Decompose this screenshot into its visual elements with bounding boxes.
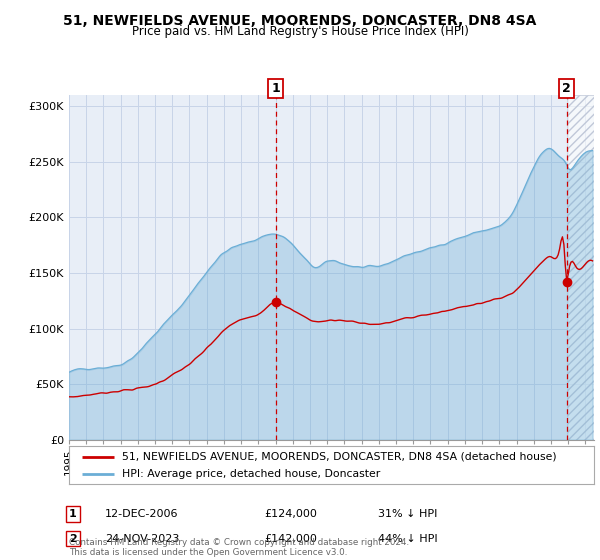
Text: £142,000: £142,000 [264, 534, 317, 544]
Text: 44% ↓ HPI: 44% ↓ HPI [378, 534, 437, 544]
Text: 12-DEC-2006: 12-DEC-2006 [105, 509, 179, 519]
Text: HPI: Average price, detached house, Doncaster: HPI: Average price, detached house, Donc… [121, 469, 380, 479]
Text: Price paid vs. HM Land Registry's House Price Index (HPI): Price paid vs. HM Land Registry's House … [131, 25, 469, 38]
Text: 1: 1 [271, 82, 280, 95]
Text: 51, NEWFIELDS AVENUE, MOORENDS, DONCASTER, DN8 4SA: 51, NEWFIELDS AVENUE, MOORENDS, DONCASTE… [64, 14, 536, 28]
Text: 24-NOV-2023: 24-NOV-2023 [105, 534, 179, 544]
Text: Contains HM Land Registry data © Crown copyright and database right 2024.
This d: Contains HM Land Registry data © Crown c… [69, 538, 409, 557]
Text: 2: 2 [562, 82, 571, 95]
Text: 1: 1 [69, 509, 77, 519]
Text: 2: 2 [69, 534, 77, 544]
Text: £124,000: £124,000 [264, 509, 317, 519]
Text: 31% ↓ HPI: 31% ↓ HPI [378, 509, 437, 519]
Text: 51, NEWFIELDS AVENUE, MOORENDS, DONCASTER, DN8 4SA (detached house): 51, NEWFIELDS AVENUE, MOORENDS, DONCASTE… [121, 451, 556, 461]
